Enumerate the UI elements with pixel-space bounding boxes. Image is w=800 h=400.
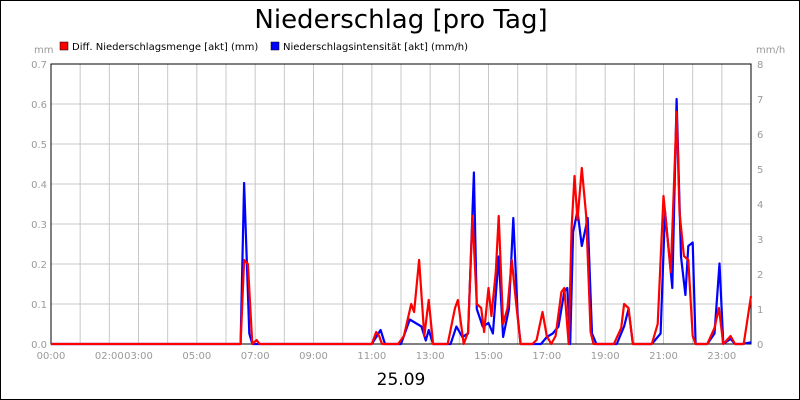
y-axis-right-tick-label: 1 bbox=[757, 305, 763, 316]
x-axis-tick-label: 23:00 bbox=[707, 351, 736, 362]
y-axis-right-tick-label: 3 bbox=[757, 235, 763, 246]
x-axis-tick-label: 03:00 bbox=[124, 351, 153, 362]
series-layer bbox=[51, 97, 753, 346]
series-line-niederschlagsintensitaet bbox=[51, 97, 752, 346]
legend-swatch-menge bbox=[59, 41, 69, 51]
y-axis-right-ticks: 0 1 2 3 4 5 6 7 8 bbox=[757, 60, 763, 351]
y-axis-right-tick-label: 0 bbox=[757, 340, 763, 351]
x-axis-tick-label: 02:00 bbox=[95, 351, 124, 362]
y-axis-right-tick-label: 6 bbox=[757, 130, 763, 141]
x-axis-tick-label: 21:00 bbox=[649, 351, 678, 362]
y-axis-left-tick-label: 0.6 bbox=[31, 100, 47, 111]
y-axis-right-tick-label: 8 bbox=[757, 60, 763, 71]
y-axis-right-tick-label: 4 bbox=[757, 200, 763, 211]
x-axis-tick-label: 11:00 bbox=[357, 351, 386, 362]
legend-label-intensitaet: Niederschlagsintensität [akt] (mm/h) bbox=[283, 42, 468, 53]
x-axis-date-label: 25.09 bbox=[377, 370, 426, 390]
x-axis-tick-label: 15:00 bbox=[474, 351, 503, 362]
y-axis-right-unit: mm/h bbox=[756, 45, 785, 56]
y-axis-left-tick-label: 0.2 bbox=[31, 260, 47, 271]
y-axis-right-tick-label: 5 bbox=[757, 165, 763, 176]
x-axis-tick-label: 00:00 bbox=[37, 351, 66, 362]
y-axis-left-tick-label: 0.4 bbox=[31, 180, 47, 191]
x-axis-tick-label: 05:00 bbox=[182, 351, 211, 362]
y-axis-right-tick-label: 7 bbox=[757, 95, 763, 106]
y-axis-left-tick-label: 0.1 bbox=[31, 300, 47, 311]
y-axis-left-tick-label: 0.3 bbox=[31, 220, 47, 231]
x-axis-tick-label: 17:00 bbox=[532, 351, 561, 362]
y-axis-left-ticks: 0.0 0.1 0.2 0.3 0.4 0.5 0.6 0.7 bbox=[31, 60, 47, 351]
x-axis-tick-label: 13:00 bbox=[416, 351, 445, 362]
x-axis-tick-label: 19:00 bbox=[591, 351, 620, 362]
y-axis-left-tick-label: 0.0 bbox=[31, 340, 47, 351]
x-axis-tick-label: 07:00 bbox=[241, 351, 270, 362]
y-axis-left-tick-label: 0.7 bbox=[31, 60, 47, 71]
y-axis-left-tick-label: 0.5 bbox=[31, 140, 47, 151]
chart-title: Niederschlag [pro Tag] bbox=[254, 5, 547, 35]
grid-lines bbox=[50, 63, 752, 345]
series-line-niederschlagsmenge bbox=[51, 110, 753, 346]
legend-label-menge: Diff. Niederschlagsmenge [akt] (mm) bbox=[72, 42, 258, 53]
x-axis-tick-label: 09:00 bbox=[299, 351, 328, 362]
legend-swatch-intensitaet bbox=[270, 41, 280, 51]
y-axis-right-tick-label: 2 bbox=[757, 270, 763, 281]
x-axis-ticks: 00:00 02:00 03:00 05:00 07:00 09:00 11:00 13:00… bbox=[37, 351, 737, 362]
y-axis-left-unit: mm bbox=[34, 45, 53, 56]
